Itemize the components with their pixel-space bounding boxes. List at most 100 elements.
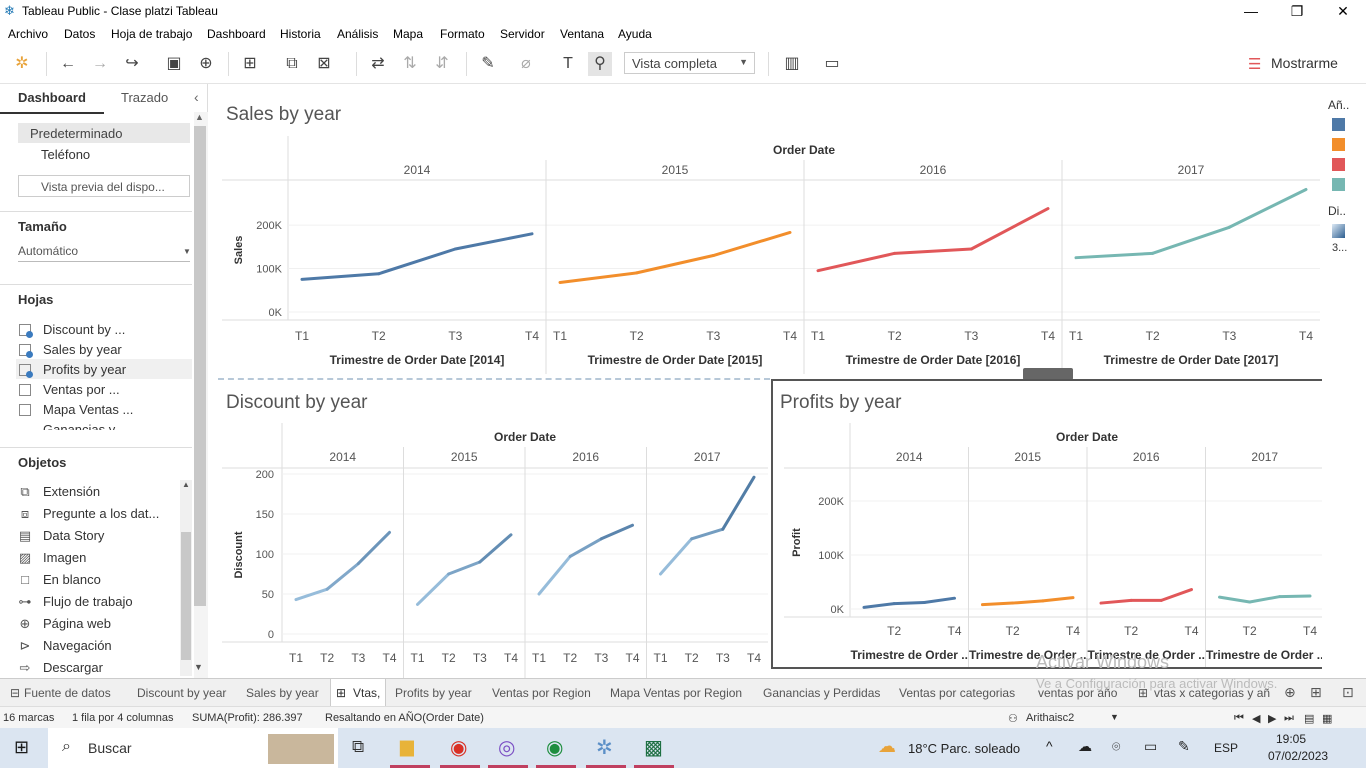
tray-chevron-icon[interactable]: ^ xyxy=(1046,738,1053,754)
discount-chart[interactable]: Order Date 200 150 100 50 0 Discount 2014 T1 T2 T3… xyxy=(208,412,768,678)
tab-ventas-por-region[interactable]: Ventas por Region xyxy=(492,686,591,700)
user-chevron-icon[interactable]: ▼ xyxy=(1110,712,1119,722)
taskbar-search[interactable]: Buscar xyxy=(88,740,132,756)
next-sheet-icon[interactable]: ▶ xyxy=(1268,713,1277,725)
excel-icon[interactable]: ▩ xyxy=(644,737,663,759)
presentation-icon[interactable]: ▭ xyxy=(824,55,840,72)
tab-mapa-ventas[interactable]: Mapa Ventas por Region xyxy=(610,686,743,700)
clock-time[interactable]: 19:05 xyxy=(1276,732,1307,746)
menu-analisis[interactable]: Análisis xyxy=(337,27,379,41)
tab-trazado[interactable]: Trazado xyxy=(121,90,169,105)
task-view-icon[interactable]: ⧉ xyxy=(352,737,365,756)
tab-vtas-categorias[interactable]: vtas x categorias y añ xyxy=(1154,686,1271,700)
show-cards-icon[interactable]: ▥ xyxy=(784,55,800,72)
object-navigation[interactable]: Navegación xyxy=(43,638,112,653)
network-icon[interactable]: ⌾ xyxy=(1112,738,1121,754)
grid-view-icon[interactable]: ▦ xyxy=(1322,713,1333,725)
sheet-item[interactable]: Ganancias y ... xyxy=(43,422,130,430)
sheet-item[interactable]: Discount by ... xyxy=(43,322,126,337)
sheet-item[interactable]: Profits by year xyxy=(43,362,127,377)
chrome-profile-icon[interactable]: ◉ xyxy=(546,737,564,759)
device-predeterminado[interactable]: Predeterminado xyxy=(18,123,190,143)
browser-icon[interactable]: ◎ xyxy=(498,737,516,759)
object-image[interactable]: Imagen xyxy=(43,550,87,565)
first-sheet-icon[interactable]: ⏮ xyxy=(1234,712,1244,724)
new-story-icon[interactable]: ⊡ xyxy=(1342,684,1354,700)
menu-historia[interactable]: Historia xyxy=(280,27,321,41)
tab-discount-by-year[interactable]: Discount by year xyxy=(137,686,227,700)
sheet-item[interactable]: Ventas por ... xyxy=(43,382,120,397)
minimize-button[interactable]: — xyxy=(1244,3,1258,19)
new-worksheet-icon[interactable]: ⊕ xyxy=(1284,684,1296,700)
device-telefono[interactable]: Teléfono xyxy=(41,147,91,162)
replay-icon[interactable]: ↪ xyxy=(125,55,139,72)
menu-archivo[interactable]: Archivo xyxy=(8,27,49,41)
language-indicator[interactable]: ESP xyxy=(1214,741,1239,755)
sales-chart[interactable]: Order Date 200K 100K 0K Sales 2014 T1 T2 T3 T4 Tri… xyxy=(208,124,1320,374)
onedrive-icon[interactable]: ☁ xyxy=(1078,738,1092,754)
tab-vtas[interactable]: Vtas, xyxy=(353,686,381,700)
tab-fuente-de-datos[interactable]: Fuente de datos xyxy=(24,686,111,700)
save-icon[interactable]: ▣ xyxy=(166,55,182,72)
menu-dashboard[interactable]: Dashboard xyxy=(207,27,266,41)
resize-handle[interactable] xyxy=(1023,368,1073,380)
sheet-item[interactable]: Sales by year xyxy=(43,342,122,357)
tableau-home-icon[interactable]: ✲ xyxy=(15,55,29,72)
size-select[interactable]: Automático xyxy=(18,244,79,258)
object-data-story[interactable]: Data Story xyxy=(43,528,105,543)
panel-scrollbar[interactable] xyxy=(194,126,206,606)
windows-start-icon[interactable]: ⊞ xyxy=(14,737,30,757)
object-blank[interactable]: En blanco xyxy=(43,572,101,587)
close-window-button[interactable]: ✕ xyxy=(1337,3,1349,19)
object-download[interactable]: Descargar xyxy=(43,660,103,675)
tab-ventas-categorias[interactable]: Ventas por categorias xyxy=(899,686,1016,700)
menu-servidor[interactable]: Servidor xyxy=(500,27,545,41)
scroll-down-icon[interactable]: ▼ xyxy=(194,662,203,672)
menu-mapa[interactable]: Mapa xyxy=(393,27,424,41)
labels-icon[interactable]: T xyxy=(563,55,573,72)
scroll-up-icon[interactable]: ▲ xyxy=(195,112,204,122)
clock-date[interactable]: 07/02/2023 xyxy=(1268,749,1329,763)
collapse-panel-icon[interactable]: ‹ xyxy=(194,89,199,105)
tab-dashboard[interactable]: Dashboard xyxy=(18,90,86,105)
fix-axes-icon[interactable]: ⚲ xyxy=(588,52,612,76)
object-workflow[interactable]: Flujo de trabajo xyxy=(43,594,133,609)
restore-button[interactable]: ❐ xyxy=(1290,3,1304,19)
tab-ventas-por-ano[interactable]: ventas por año xyxy=(1038,686,1118,700)
object-ask-data[interactable]: Pregunte a los dat... xyxy=(43,506,160,521)
tab-profits-by-year[interactable]: Profits by year xyxy=(395,686,472,700)
file-explorer-icon[interactable]: ▆ xyxy=(400,736,414,756)
last-sheet-icon[interactable]: ⏭ xyxy=(1284,712,1294,724)
chrome-icon[interactable]: ◉ xyxy=(450,737,468,759)
clear-sheet-icon[interactable]: ⊠ xyxy=(317,55,331,72)
highlight-icon[interactable]: ✎ xyxy=(481,55,495,72)
menu-ayuda[interactable]: Ayuda xyxy=(618,27,652,41)
group-icon[interactable]: ⌀ xyxy=(521,55,531,72)
sheet-item[interactable]: Mapa Ventas ... xyxy=(43,402,134,417)
duplicate-sheet-icon[interactable]: ⧉ xyxy=(286,55,298,72)
user-name[interactable]: Arithaisc2 xyxy=(1026,712,1075,724)
pen-icon[interactable]: ✎ xyxy=(1178,738,1190,754)
objects-scroll-up-icon[interactable]: ▲ xyxy=(182,480,190,489)
new-datasource-icon[interactable]: ⊕ xyxy=(199,55,213,72)
swap-icon[interactable]: ⇄ xyxy=(371,55,385,72)
sort-desc-icon[interactable]: ⇵ xyxy=(435,55,449,72)
device-preview-button[interactable]: Vista previa del dispo... xyxy=(18,175,190,197)
legend-swatch-2017[interactable] xyxy=(1332,178,1345,191)
legend-swatch-2015[interactable] xyxy=(1332,138,1345,151)
object-extension[interactable]: Extensión xyxy=(43,484,101,499)
profits-chart[interactable]: Order Date 200K 100K 0K Profit 2014 T2 T4 Trimes… xyxy=(774,412,1324,667)
objects-scrollbar[interactable] xyxy=(181,532,191,660)
new-sheet-icon[interactable]: ⊞ xyxy=(243,55,257,72)
redo-icon[interactable]: → xyxy=(92,55,108,72)
battery-icon[interactable]: ▭ xyxy=(1144,738,1158,754)
menu-ventana[interactable]: Ventana xyxy=(560,27,605,41)
menu-datos[interactable]: Datos xyxy=(64,27,96,41)
menu-formato[interactable]: Formato xyxy=(440,27,485,41)
sort-asc-icon[interactable]: ⇅ xyxy=(403,55,417,72)
undo-icon[interactable]: ← xyxy=(60,55,76,72)
tab-ganancias[interactable]: Ganancias y Perdidas xyxy=(763,686,881,700)
legend-swatch-2016[interactable] xyxy=(1332,158,1345,171)
new-dashboard-icon[interactable]: ⊞ xyxy=(1310,684,1322,700)
legend-swatch-2014[interactable] xyxy=(1332,118,1345,131)
